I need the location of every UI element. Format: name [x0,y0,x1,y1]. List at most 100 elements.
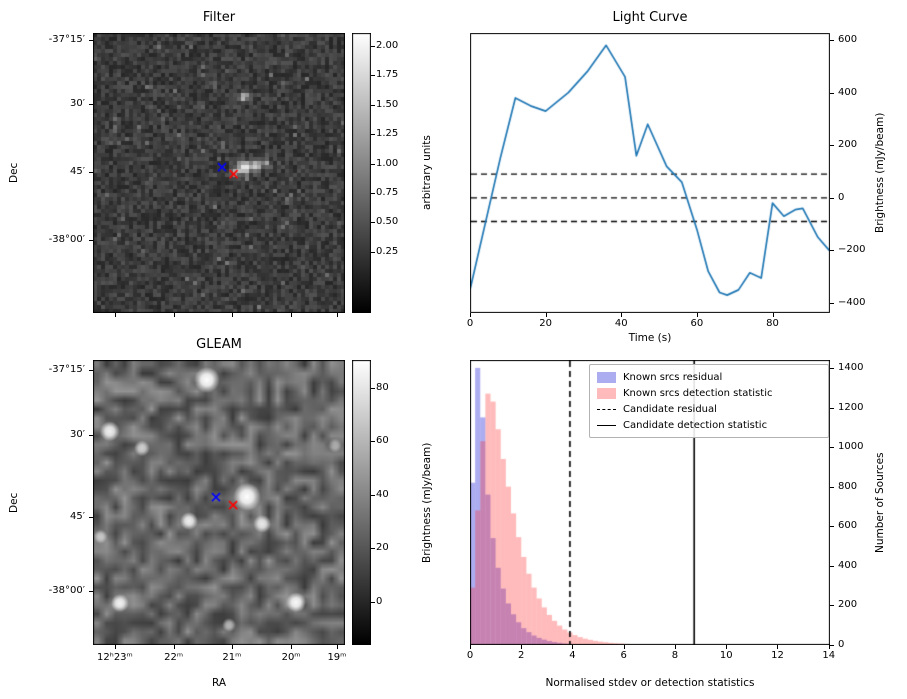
legend-label: Known srcs detection statistic [623,387,773,399]
tick-label: 1400 [838,361,864,373]
tick-mark [830,447,834,449]
tick-mark [371,251,375,253]
lightcurve-title: Light Curve [612,10,688,25]
lightcurve-plot [470,33,830,313]
tick-label: 22ᵐ [164,652,184,663]
tick-label: 1.50 [376,98,399,110]
tick-label: 2 [518,650,525,661]
tick-mark [621,313,623,317]
tick-mark [336,645,338,649]
tick-label: 6 [620,650,627,661]
tick-mark [114,645,116,649]
tick-label: 12 [771,650,784,661]
tick-mark [830,526,834,528]
tick-mark [231,313,233,317]
tick-label: 14 [822,650,836,661]
legend-item-candidate-detection: Candidate detection statistic [597,417,821,433]
tick-mark [371,104,375,106]
tick-mark [89,591,93,593]
tick-label: 4 [569,650,576,661]
tick-mark [696,313,698,317]
tick-label: 1.75 [376,69,399,81]
tick-mark [830,250,834,252]
tick-mark [830,197,834,199]
tick-mark [89,104,93,106]
tick-mark [371,601,375,603]
tick-label: 2.00 [376,39,399,51]
tick-label: 8 [671,650,679,661]
tick-mark [371,75,375,77]
gleam-colorbar-label: Brightness (mJy/beam) [421,442,433,563]
tick-label: -37°15′ [48,363,85,375]
legend-item-known-detection: Known srcs detection statistic [597,385,821,401]
tick-mark [371,548,375,550]
filter-colorbar [352,33,371,313]
legend-label: Candidate residual [623,403,717,415]
tick-mark [89,434,93,436]
tick-mark [291,645,293,649]
tick-mark [830,486,834,488]
tick-mark [89,517,93,519]
tick-label: 1.00 [376,157,399,169]
tick-mark [371,494,375,496]
legend-item-known-residual: Known srcs residual [597,369,821,385]
legend-swatch-blue [597,371,616,383]
tick-label: 12ʰ23ᵐ [97,652,133,663]
tick-mark [371,134,375,136]
lightcurve-xlabel: Time (s) [628,332,672,344]
tick-label: 0 [466,318,474,329]
tick-label: 60 [690,318,704,329]
tick-label: 0 [466,650,474,661]
tick-mark [830,367,834,369]
tick-label: 600 [838,520,858,532]
tick-mark [371,163,375,165]
tick-mark [830,92,834,94]
tick-label: 45′ [70,511,85,523]
gleam-ylabel: Dec [8,492,20,513]
tick-mark [830,565,834,567]
tick-label: 0 [838,191,845,203]
tick-mark [623,645,625,649]
gleam-xlabel: RA [211,677,227,689]
tick-mark [336,313,338,317]
tick-mark [726,645,728,649]
tick-label: −400 [838,297,866,308]
tick-mark [173,645,175,649]
gleam-colorbar [352,360,371,645]
tick-label: -38°00′ [48,585,85,597]
tick-label: 200 [838,599,858,611]
tick-mark [89,171,93,173]
tick-mark [89,239,93,241]
tick-label: 0 [838,639,845,650]
tick-mark [470,313,471,317]
tick-label: 1200 [838,401,864,413]
tick-mark [830,407,834,409]
tick-label: 20 [539,318,552,329]
tick-mark [777,645,779,649]
tick-mark [828,645,830,649]
tick-mark [470,645,471,649]
gleam-title: GLEAM [196,337,242,352]
tick-mark [830,40,834,42]
tick-mark [772,313,774,317]
tick-mark [521,645,523,649]
tick-label: 0.50 [376,216,399,228]
tick-mark [89,369,93,371]
tick-label: 200 [838,139,858,151]
tick-mark [114,313,116,317]
tick-label: 60 [376,435,389,447]
tick-mark [572,645,574,649]
tick-mark [674,645,676,649]
tick-mark [371,193,375,194]
legend-label: Candidate detection statistic [623,419,768,431]
tick-label: 40 [614,318,628,329]
filter-title: Filter [202,10,236,25]
tick-label: 400 [838,86,858,98]
tick-label: 80 [766,318,779,329]
tick-label: 30′ [70,428,85,440]
tick-label: 19ᵐ [327,652,347,663]
filter-heatmap [93,33,345,313]
tick-label: 0 [376,595,383,607]
tick-mark [830,303,834,304]
